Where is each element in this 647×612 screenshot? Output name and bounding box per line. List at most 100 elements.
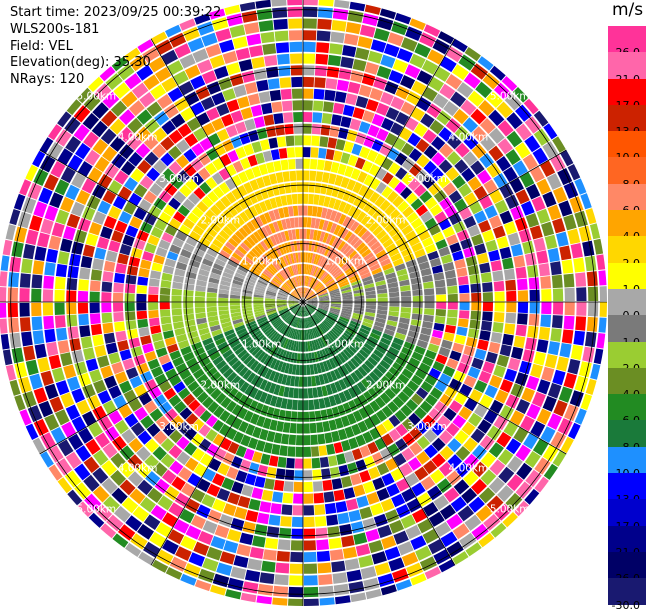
range-gate-cell bbox=[261, 102, 273, 115]
range-gate-cell bbox=[237, 349, 248, 359]
range-gate-cell bbox=[253, 332, 263, 341]
range-gate-cell bbox=[563, 273, 575, 288]
range-gate-cell bbox=[333, 270, 344, 279]
range-gate-cell bbox=[290, 340, 295, 351]
range-gate-cell bbox=[217, 341, 229, 351]
range-gate-cell bbox=[421, 59, 439, 75]
range-gate-cell bbox=[280, 256, 287, 267]
range-gate-cell bbox=[108, 410, 123, 425]
range-gate-cell bbox=[297, 306, 302, 316]
range-gate-cell bbox=[344, 362, 353, 373]
range-gate-cell bbox=[377, 293, 388, 298]
range-gate-cell bbox=[243, 312, 254, 318]
range-gate-cell bbox=[479, 330, 491, 341]
range-gate-cell bbox=[441, 339, 453, 350]
range-gate-cell bbox=[305, 318, 309, 328]
range-gate-cell bbox=[303, 228, 307, 239]
range-gate-cell bbox=[97, 200, 111, 215]
range-gate-cell bbox=[303, 446, 312, 457]
range-gate-cell bbox=[284, 268, 291, 278]
colorbar-swatch: 10.0 bbox=[608, 131, 646, 164]
range-gate-cell bbox=[217, 462, 230, 476]
range-gate-cell bbox=[330, 304, 341, 308]
range-gate-cell bbox=[48, 235, 62, 250]
range-gate-cell bbox=[492, 225, 506, 239]
range-gate-cell bbox=[313, 100, 324, 112]
range-gate-cell bbox=[262, 270, 272, 279]
range-gate-cell bbox=[400, 312, 411, 319]
range-gate-cell bbox=[335, 340, 345, 350]
range-gate-cell bbox=[312, 315, 319, 324]
range-gate-cell bbox=[284, 182, 292, 194]
range-gate-cell bbox=[283, 313, 292, 321]
range-gate-cell bbox=[364, 311, 376, 317]
range-gate-cell bbox=[593, 348, 604, 365]
range-gate-cell bbox=[442, 226, 455, 238]
range-gate-cell bbox=[351, 423, 362, 436]
range-gate-cell bbox=[338, 318, 349, 325]
range-gate-cell bbox=[253, 306, 264, 310]
range-gate-cell bbox=[236, 269, 247, 277]
range-gate-cell bbox=[293, 305, 301, 314]
range-gate-cell bbox=[292, 100, 303, 111]
range-gate-cell bbox=[263, 442, 273, 454]
range-gate-cell bbox=[171, 308, 183, 316]
range-gate-cell bbox=[386, 190, 399, 203]
range-gate-cell bbox=[125, 274, 137, 285]
range-gate-cell bbox=[277, 305, 288, 309]
range-gate-cell bbox=[329, 222, 338, 234]
range-gate-cell bbox=[397, 219, 410, 231]
range-gate-cell bbox=[240, 352, 251, 362]
range-gate-cell bbox=[392, 361, 404, 373]
range-gate-cell bbox=[340, 56, 354, 69]
range-gate-cell bbox=[575, 316, 587, 331]
range-gate-cell bbox=[439, 143, 454, 158]
range-gate-cell bbox=[165, 225, 178, 237]
range-gate-cell bbox=[69, 338, 82, 352]
range-gate-cell bbox=[249, 360, 259, 371]
range-gate-cell bbox=[295, 158, 303, 169]
range-gate-cell bbox=[463, 375, 477, 388]
range-gate-cell bbox=[295, 446, 303, 457]
range-gate-cell bbox=[174, 492, 190, 507]
range-gate-cell bbox=[322, 373, 330, 384]
range-gate-cell bbox=[311, 241, 316, 252]
range-gate-cell bbox=[303, 505, 315, 516]
range-gate-cell bbox=[375, 423, 388, 436]
azimuth-spoke bbox=[302, 301, 456, 566]
range-gate-cell bbox=[286, 314, 294, 324]
range-gate-cell bbox=[335, 254, 344, 264]
range-gate-cell bbox=[342, 376, 352, 388]
range-gate-cell bbox=[489, 65, 506, 81]
range-gate-cell bbox=[306, 217, 312, 228]
range-gate-cell bbox=[230, 312, 242, 318]
range-gate-cell bbox=[212, 158, 225, 171]
range-gate-cell bbox=[108, 180, 123, 195]
range-gate-cell bbox=[406, 498, 422, 513]
range-gate-cell bbox=[113, 82, 131, 99]
range-gate-cell bbox=[104, 426, 120, 442]
range-gate-cell bbox=[403, 341, 415, 351]
range-gate-cell bbox=[366, 491, 380, 505]
range-gate-cell bbox=[256, 512, 270, 525]
range-gate-cell bbox=[493, 364, 506, 378]
range-gate-cell bbox=[303, 30, 317, 41]
range-gate-cell bbox=[290, 293, 300, 300]
range-gate-cell bbox=[279, 308, 289, 314]
range-gate-cell bbox=[175, 154, 190, 169]
range-gate-cell bbox=[150, 226, 164, 239]
range-gate-cell bbox=[331, 266, 340, 276]
range-gate-cell bbox=[411, 351, 424, 362]
range-gate-cell bbox=[363, 417, 375, 430]
range-gate-cell bbox=[363, 342, 375, 352]
range-gate-cell bbox=[558, 386, 573, 403]
range-gate-cell bbox=[111, 153, 127, 169]
range-gate-cell bbox=[361, 248, 372, 258]
range-gate-cell bbox=[148, 294, 159, 302]
range-gate-cell bbox=[55, 380, 70, 396]
range-gate-cell bbox=[213, 143, 227, 157]
range-gate-cell bbox=[171, 302, 182, 309]
range-gate-cell bbox=[230, 566, 247, 580]
range-gate-cell bbox=[542, 395, 557, 412]
range-gate-cell bbox=[312, 314, 320, 324]
